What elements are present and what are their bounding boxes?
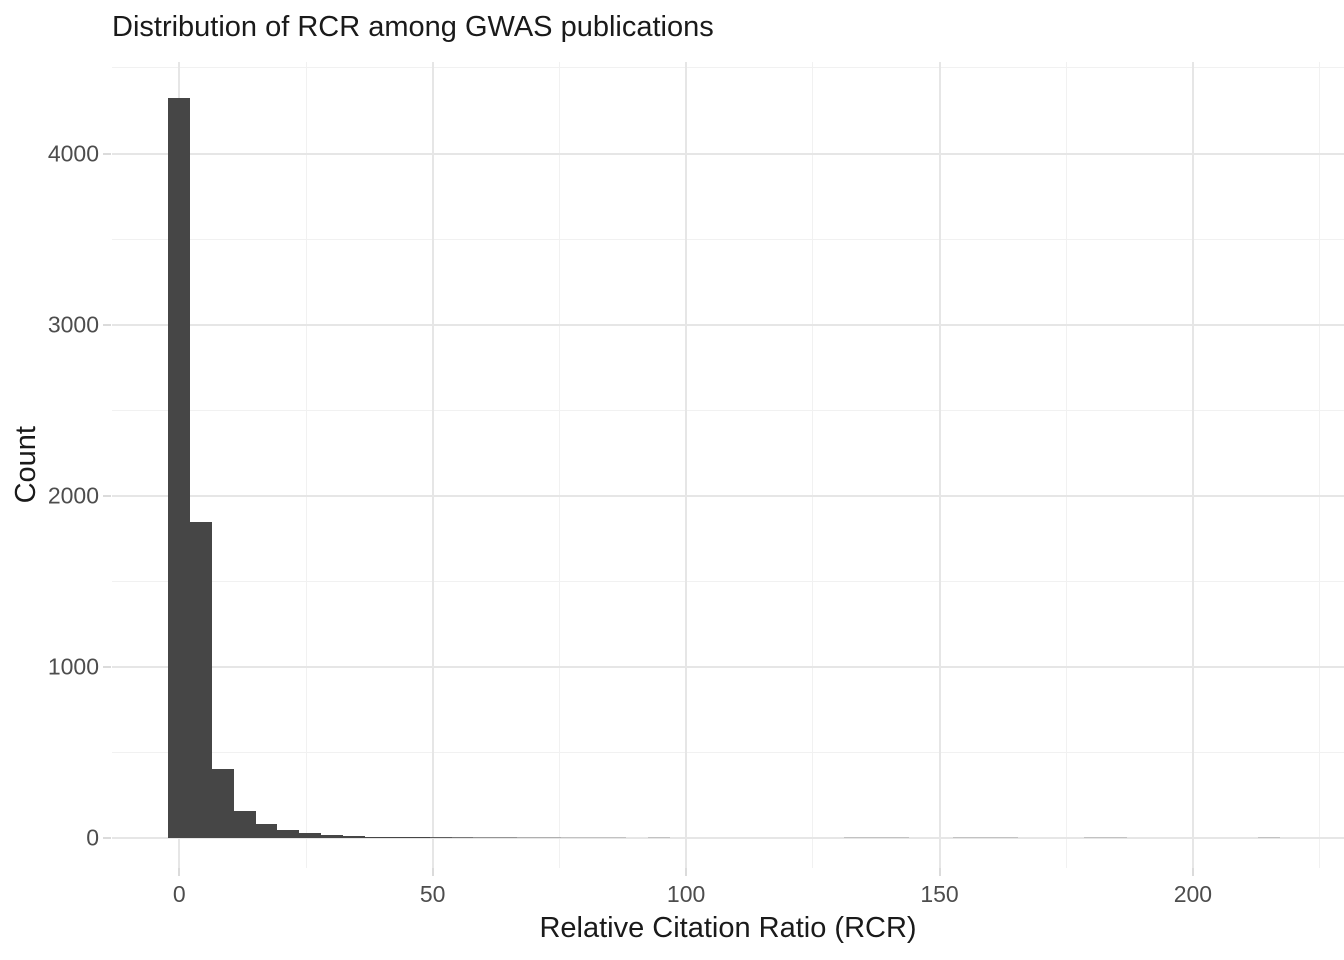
x-tick-mark [1191, 868, 1194, 876]
histogram-bar [647, 837, 670, 839]
gridline-major-y [112, 837, 1344, 840]
histogram-bar [429, 837, 452, 839]
y-tick-mark [103, 666, 111, 669]
plot-panel [112, 62, 1344, 868]
histogram-bar [887, 837, 910, 839]
gridline-minor-x [305, 62, 307, 868]
histogram-bar [865, 837, 888, 839]
histogram-bar [517, 837, 539, 839]
histogram-bar [277, 830, 300, 839]
gridline-major-y [112, 323, 1344, 326]
y-tick-mark [103, 837, 111, 840]
histogram-bar [255, 824, 278, 839]
y-tick-mark [103, 152, 111, 155]
gridline-minor-x [558, 62, 560, 868]
histogram-bar [342, 836, 365, 839]
x-tick-label: 200 [1173, 881, 1213, 907]
histogram-bar [1083, 837, 1106, 839]
x-tick-mark [685, 868, 688, 876]
gridline-minor-x [812, 62, 814, 868]
histogram-bar [299, 833, 321, 839]
gridline-major-x [431, 62, 434, 868]
gridline-major-x [685, 62, 688, 868]
histogram-bar [364, 836, 387, 839]
histogram-bar [233, 810, 256, 839]
gridline-major-y [112, 666, 1344, 669]
gridline-major-y [112, 494, 1344, 497]
y-tick-mark [103, 323, 111, 326]
gridline-major-y [112, 152, 1344, 155]
histogram-bar [495, 837, 518, 839]
histogram-bar [473, 837, 496, 839]
gridline-major-x [1191, 62, 1194, 868]
histogram-bar [1105, 837, 1128, 839]
histogram-bar [996, 837, 1019, 839]
histogram-bar [190, 521, 212, 839]
x-tick-mark [938, 868, 941, 876]
histogram-bar [538, 837, 561, 839]
histogram-bar [320, 835, 343, 839]
y-tick-mark [103, 494, 111, 497]
histogram-bar [952, 837, 975, 839]
y-axis-title-wrap: Count [10, 62, 43, 868]
gridline-minor-y [112, 752, 1344, 754]
x-axis-title: Relative Citation Ratio (RCR) [539, 912, 917, 944]
x-tick-mark [178, 868, 181, 876]
gridline-minor-y [112, 409, 1344, 411]
y-tick-label: 1000 [47, 653, 99, 680]
chart-title: Distribution of RCR among GWAS publicati… [112, 11, 714, 43]
gridline-minor-y [112, 238, 1344, 240]
histogram-bar [582, 837, 605, 839]
histogram-bar [386, 836, 409, 839]
histogram-bar [560, 837, 583, 839]
y-tick-label: 2000 [47, 482, 99, 509]
histogram-bar [408, 837, 430, 839]
histogram-bar [843, 837, 866, 839]
x-tick-mark [431, 868, 434, 876]
x-tick-label: 0 [172, 881, 186, 907]
histogram-bar [168, 97, 191, 839]
gridline-minor-y [112, 581, 1344, 582]
histogram-bar [451, 837, 474, 839]
x-tick-label: 50 [419, 881, 446, 907]
gridline-minor-x [1319, 62, 1321, 868]
gridline-minor-y [112, 67, 1344, 69]
gridline-minor-x [1065, 62, 1067, 868]
x-tick-label: 100 [666, 881, 706, 907]
y-tick-label: 3000 [47, 311, 99, 338]
y-tick-label: 0 [86, 824, 99, 851]
x-tick-label: 150 [920, 881, 959, 907]
gridline-major-x [938, 62, 941, 868]
histogram-bar [604, 837, 627, 839]
histogram-bar [974, 837, 997, 839]
histogram-bar [1258, 837, 1280, 839]
histogram-bar [211, 768, 234, 839]
y-tick-label: 4000 [47, 140, 99, 166]
